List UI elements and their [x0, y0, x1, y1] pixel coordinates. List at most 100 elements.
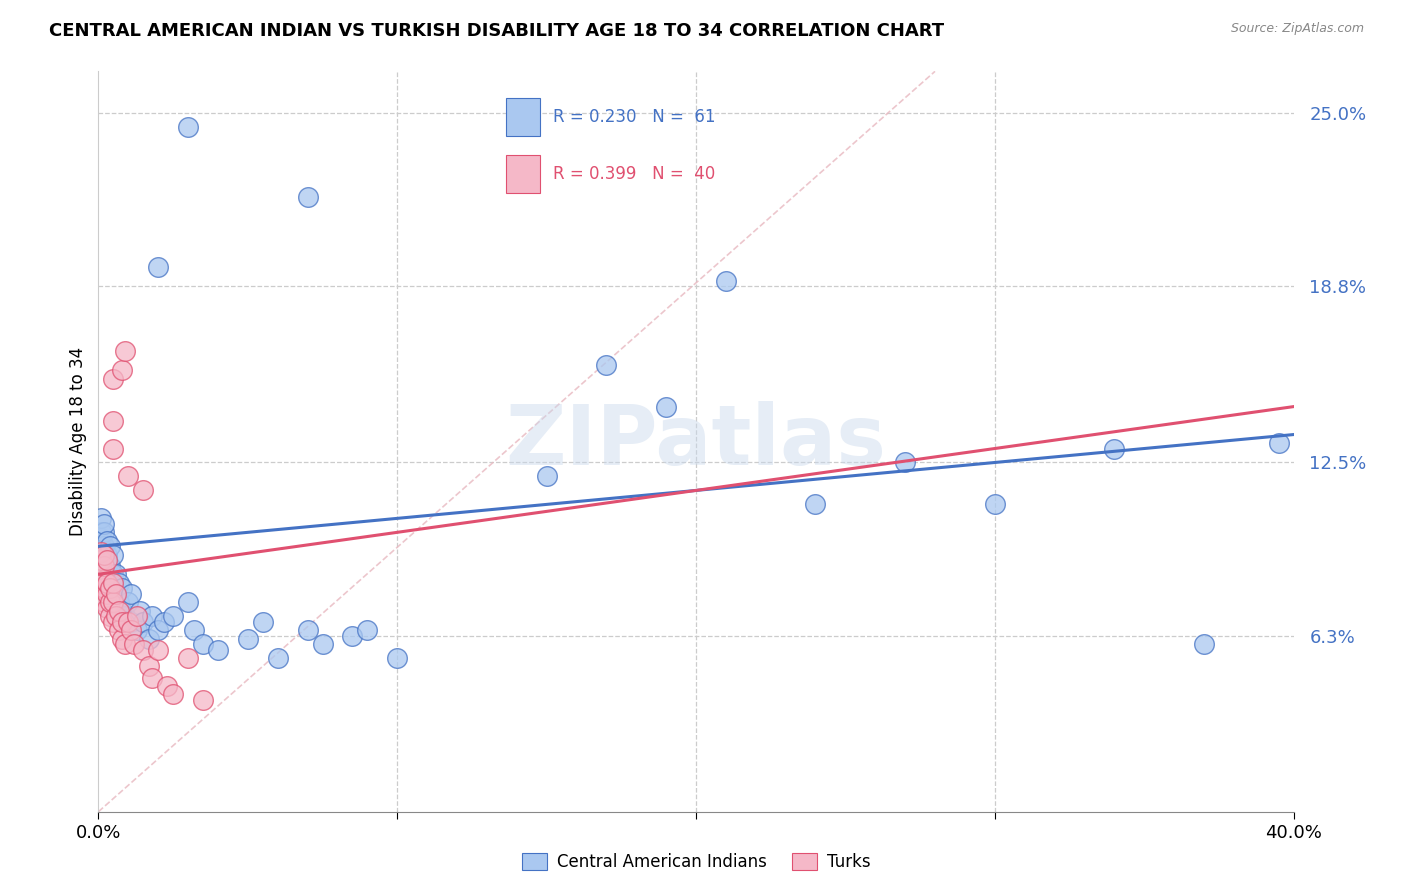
Point	[1192, 637, 1215, 651]
Point	[93, 581, 115, 595]
Point	[120, 615, 142, 629]
Point	[103, 575, 125, 590]
Point	[385, 651, 409, 665]
Point	[96, 553, 118, 567]
Point	[108, 623, 131, 637]
Point	[117, 469, 139, 483]
Point	[108, 595, 131, 609]
Point	[129, 603, 152, 617]
Point	[114, 343, 136, 358]
Point	[108, 603, 131, 617]
Text: Source: ZipAtlas.com: Source: ZipAtlas.com	[1230, 22, 1364, 36]
Point	[156, 679, 179, 693]
Point	[90, 581, 112, 595]
Point	[120, 623, 142, 637]
Point	[103, 567, 125, 582]
Point	[103, 372, 125, 386]
Point	[93, 539, 115, 553]
Point	[138, 632, 160, 646]
Point	[984, 497, 1007, 511]
Point	[252, 615, 274, 629]
Point	[98, 558, 122, 573]
Point	[127, 609, 149, 624]
Point	[90, 567, 112, 582]
Point	[132, 483, 155, 498]
Text: CENTRAL AMERICAN INDIAN VS TURKISH DISABILITY AGE 18 TO 34 CORRELATION CHART: CENTRAL AMERICAN INDIAN VS TURKISH DISAB…	[49, 22, 945, 40]
Point	[111, 615, 134, 629]
Legend: Central American Indians, Turks: Central American Indians, Turks	[515, 846, 877, 878]
Point	[804, 497, 827, 511]
Point	[105, 587, 128, 601]
Point	[93, 525, 115, 540]
Point	[117, 615, 139, 629]
Point	[103, 595, 125, 609]
Point	[183, 623, 205, 637]
Point	[177, 120, 200, 135]
Point	[1104, 442, 1126, 456]
Point	[148, 623, 170, 637]
Point	[96, 581, 118, 595]
Point	[297, 623, 319, 637]
Point	[714, 274, 737, 288]
Point	[93, 516, 115, 531]
Point	[98, 575, 122, 590]
Text: ZIPatlas: ZIPatlas	[506, 401, 886, 482]
Point	[111, 603, 134, 617]
Point	[103, 442, 125, 456]
Point	[191, 637, 214, 651]
Point	[105, 587, 128, 601]
Point	[127, 623, 149, 637]
Point	[105, 567, 128, 582]
Point	[103, 581, 125, 595]
Point	[177, 595, 200, 609]
Point	[98, 609, 122, 624]
Point	[536, 469, 558, 483]
Point	[595, 358, 617, 372]
Point	[90, 511, 112, 525]
Point	[90, 575, 112, 590]
Point	[90, 525, 112, 540]
Point	[93, 567, 115, 582]
Point	[111, 632, 134, 646]
Point	[93, 573, 115, 587]
Point	[98, 595, 122, 609]
Point	[138, 659, 160, 673]
Point	[120, 587, 142, 601]
Point	[148, 260, 170, 274]
Point	[655, 400, 678, 414]
Y-axis label: Disability Age 18 to 34: Disability Age 18 to 34	[69, 347, 87, 536]
Point	[103, 615, 125, 629]
Point	[111, 581, 134, 595]
Point	[98, 539, 122, 553]
Point	[236, 632, 259, 646]
Point	[1267, 436, 1289, 450]
Point	[132, 615, 155, 629]
Point	[108, 575, 131, 590]
Point	[177, 651, 200, 665]
Point	[311, 637, 333, 651]
Point	[90, 545, 112, 559]
Point	[141, 609, 163, 624]
Point	[98, 581, 122, 595]
Point	[162, 687, 184, 701]
Point	[297, 190, 319, 204]
Point	[90, 558, 112, 573]
Point	[162, 609, 184, 624]
Point	[93, 553, 115, 567]
Point	[117, 595, 139, 609]
Point	[267, 651, 290, 665]
Point	[96, 558, 118, 573]
Point	[96, 575, 118, 590]
Point	[342, 629, 364, 643]
Point	[124, 637, 146, 651]
Point	[96, 533, 118, 548]
Point	[132, 642, 155, 657]
Point	[96, 600, 118, 615]
Point	[93, 548, 115, 562]
Point	[93, 558, 115, 573]
Point	[207, 642, 229, 657]
Point	[103, 414, 125, 428]
Point	[105, 609, 128, 624]
Point	[141, 671, 163, 685]
Point	[114, 637, 136, 651]
